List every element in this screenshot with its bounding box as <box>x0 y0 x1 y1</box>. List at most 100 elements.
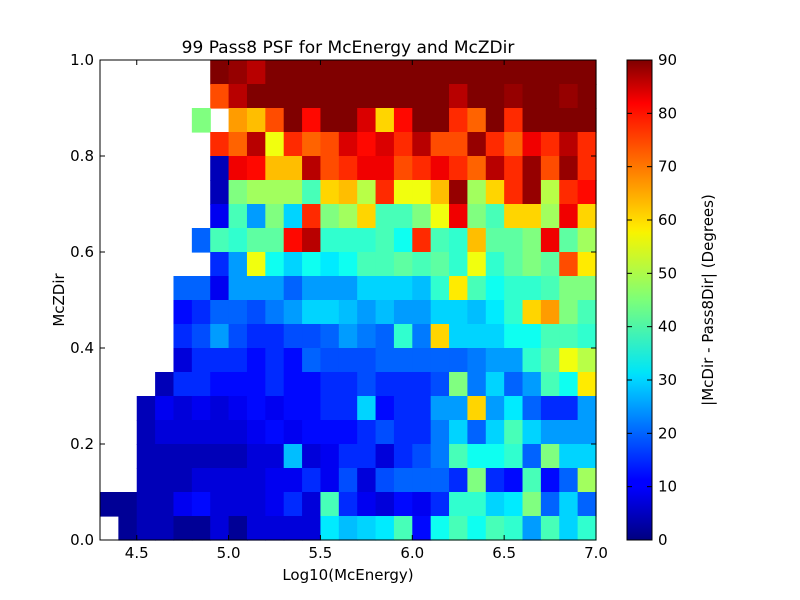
heatmap-cell <box>246 516 266 541</box>
heatmap-cell <box>540 444 560 469</box>
heatmap-cell <box>265 156 285 181</box>
heatmap-cell <box>467 348 487 373</box>
heatmap-cell <box>320 228 340 253</box>
heatmap-cell <box>375 444 395 469</box>
heatmap-cell <box>320 420 340 445</box>
heatmap-cell <box>504 372 524 397</box>
heatmap-cell <box>577 84 597 109</box>
heatmap-cell <box>577 348 597 373</box>
heatmap-cell <box>449 492 469 517</box>
heatmap-cell <box>522 372 542 397</box>
heatmap-cell <box>338 204 358 229</box>
heatmap-cell <box>210 204 230 229</box>
heatmap-cell <box>449 60 469 85</box>
heatmap-cell <box>559 276 579 301</box>
heatmap-cell <box>412 516 432 541</box>
heatmap-cell <box>338 324 358 349</box>
heatmap-cell <box>283 156 303 181</box>
heatmap-cell <box>173 492 193 517</box>
heatmap-cell <box>540 180 560 205</box>
heatmap-cell <box>393 180 413 205</box>
heatmap-cell <box>522 84 542 109</box>
heatmap-cell <box>302 468 322 493</box>
heatmap-cell <box>504 132 524 157</box>
heatmap-cell <box>302 420 322 445</box>
heatmap-cell <box>246 468 266 493</box>
heatmap-cell <box>393 60 413 85</box>
heatmap-cell <box>228 468 248 493</box>
heatmap-cell <box>118 492 138 517</box>
x-axis-ticks: 4.5 5.0 5.5 6.0 6.5 7.0 <box>125 60 608 562</box>
heatmap-cell <box>210 84 230 109</box>
heatmap-cell <box>155 372 175 397</box>
heatmap-cell <box>504 156 524 181</box>
heatmap-cell <box>191 348 211 373</box>
heatmap-cell <box>320 348 340 373</box>
heatmap-cell <box>430 396 450 421</box>
heatmap-cell <box>393 84 413 109</box>
heatmap-cell <box>540 252 560 277</box>
heatmap-cell <box>540 132 560 157</box>
heatmap-cell <box>577 492 597 517</box>
heatmap-cell <box>504 468 524 493</box>
heatmap-cell <box>357 300 377 325</box>
heatmap-cell <box>522 324 542 349</box>
heatmap-cell <box>485 492 505 517</box>
heatmap-cell <box>504 84 524 109</box>
heatmap-cell <box>173 348 193 373</box>
heatmap-cell <box>540 420 560 445</box>
heatmap-cell <box>430 516 450 541</box>
heatmap-cell <box>375 492 395 517</box>
heatmap-cell <box>430 108 450 133</box>
heatmap-cell <box>559 468 579 493</box>
heatmap-cell <box>338 228 358 253</box>
heatmap-cell <box>155 420 175 445</box>
heatmap-cell <box>357 156 377 181</box>
heatmap-cell <box>559 180 579 205</box>
heatmap-cell <box>283 420 303 445</box>
heatmap-cell <box>320 516 340 541</box>
heatmap-cell <box>265 204 285 229</box>
heatmap-cell <box>191 324 211 349</box>
heatmap-cell <box>228 492 248 517</box>
heatmap-cell <box>338 420 358 445</box>
heatmap-cell <box>118 516 138 541</box>
heatmap-cell <box>283 324 303 349</box>
heatmap-cell <box>577 396 597 421</box>
heatmap-cell <box>485 420 505 445</box>
heatmap-cell <box>559 348 579 373</box>
heatmap-cell <box>467 444 487 469</box>
heatmap-cell <box>430 420 450 445</box>
colorbar-tick-label: 10 <box>658 478 677 496</box>
heatmap-cell <box>577 132 597 157</box>
heatmap-cell <box>522 228 542 253</box>
heatmap-cell <box>412 132 432 157</box>
heatmap-cell <box>375 132 395 157</box>
heatmap-cell <box>449 252 469 277</box>
heatmap-cell <box>228 108 248 133</box>
heatmap-cell <box>540 60 560 85</box>
x-tick-label: 6.5 <box>492 544 516 562</box>
heatmap-cell <box>449 300 469 325</box>
heatmap-cell <box>393 444 413 469</box>
heatmap-cell <box>449 156 469 181</box>
heatmap-cell <box>320 324 340 349</box>
heatmap-cell <box>504 108 524 133</box>
heatmap-cell <box>393 420 413 445</box>
heatmap-cell <box>320 300 340 325</box>
heatmap-cell <box>485 468 505 493</box>
heatmap-cell <box>302 444 322 469</box>
heatmap-cell <box>559 420 579 445</box>
heatmap-cell <box>320 444 340 469</box>
y-tick-label: 0.2 <box>70 435 94 453</box>
x-axis-label: Log10(McEnergy) <box>282 566 413 584</box>
x-tick-label: 6.0 <box>400 544 424 562</box>
heatmap-cell <box>357 420 377 445</box>
heatmap-cell <box>577 276 597 301</box>
heatmap-cell <box>449 444 469 469</box>
heatmap-cell <box>430 492 450 517</box>
heatmap-cell <box>320 204 340 229</box>
heatmap-cell <box>302 324 322 349</box>
heatmap-cell <box>302 156 322 181</box>
heatmap-cell <box>302 180 322 205</box>
